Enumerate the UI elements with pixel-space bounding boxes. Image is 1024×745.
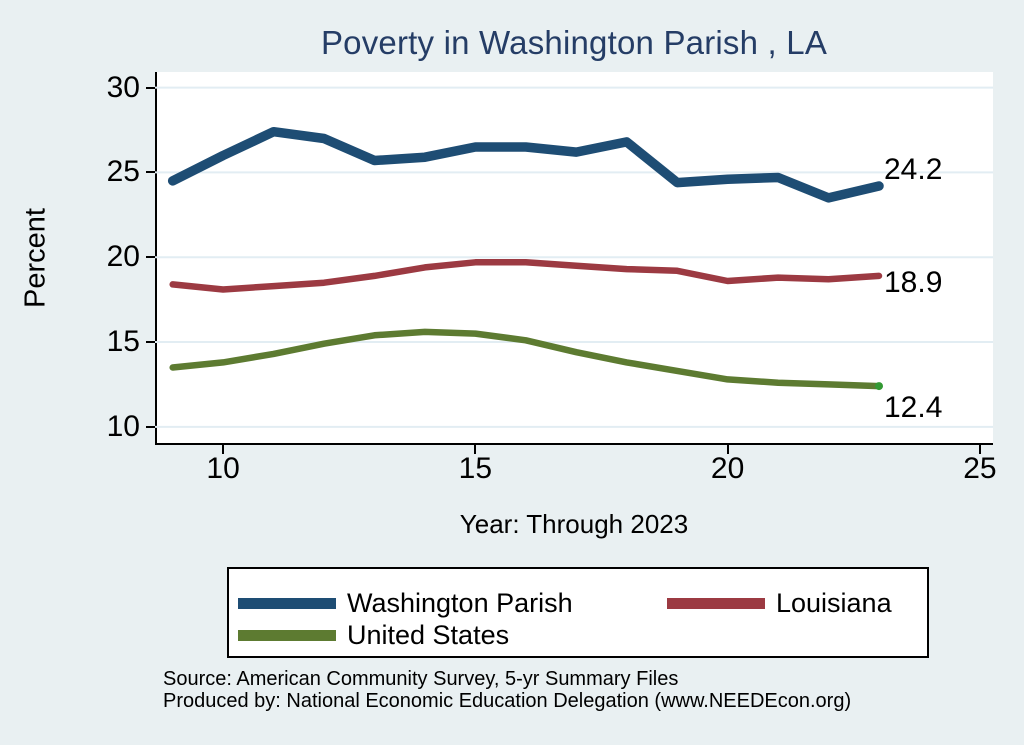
y-tick-label: 10 [106,409,140,443]
legend-item-united-states: United States [238,619,509,652]
source-note: Source: American Community Survey, 5-yr … [163,668,851,712]
legend-box: Washington Parish Louisiana United State… [227,567,929,658]
x-tick-label: 25 [963,452,997,485]
x-tick-label: 15 [458,452,493,485]
series-line-washington-parish [167,126,884,203]
plot-area [155,72,993,445]
legend-item-washington-parish: Washington Parish [238,587,573,620]
y-tick-label: 15 [106,325,140,359]
legend-line-swatch-washington-parish [238,598,336,609]
x-tick-mark [978,445,981,454]
y-tick-mark [146,256,155,259]
legend-label-louisiana: Louisiana [776,588,892,618]
value-label-louisiana: 18.9 [884,266,943,299]
x-tick-mark [726,445,729,454]
y-tick-mark [146,86,155,89]
x-tick-mark [222,445,225,454]
y-axis-title: Percent [19,208,52,308]
y-tick-label: 30 [106,70,140,104]
series-line-louisiana [169,259,883,293]
plot-area-svg [155,86,993,428]
y-tick-label: 20 [106,240,140,274]
x-tick-label: 10 [206,452,240,485]
x-tick-label: 20 [710,452,745,485]
y-tick-mark [146,425,155,428]
value-label-washington-parish: 24.2 [884,153,943,186]
chart-title: Poverty in Washington Parish , LA [320,24,828,61]
legend-line-swatch-louisiana [667,598,765,609]
y-tick-mark [146,341,155,344]
legend-item-louisiana: Louisiana [667,587,892,620]
series-line-united-states [169,328,883,390]
x-tick-mark [474,445,477,454]
produced-by-line: Produced by: National Economic Education… [163,690,852,712]
end-point-marker [875,382,883,391]
legend-label-washington-parish: Washington Parish [347,588,573,618]
source-line: Source: American Community Survey, 5-yr … [163,668,679,690]
y-tick-mark [146,171,155,174]
x-axis-title: Year: Through 2023 [459,509,689,539]
legend-label-united-states: United States [347,620,510,650]
y-tick-label: 25 [106,155,140,189]
legend-line-swatch-united-states [238,630,336,641]
value-label-united-states: 12.4 [884,391,943,424]
